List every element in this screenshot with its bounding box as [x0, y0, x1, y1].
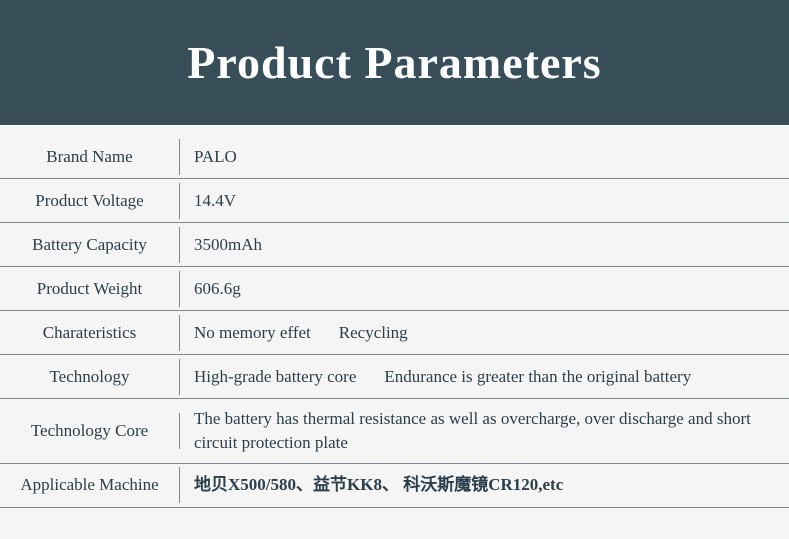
param-label: Product Voltage [0, 183, 180, 219]
param-label: Applicable Machine [0, 467, 180, 503]
param-label: Technology [0, 359, 180, 395]
param-value: 地贝X500/580、益节KK8、 科沃斯魔镜CR120,etc [180, 465, 789, 505]
table-row: Applicable Machine地贝X500/580、益节KK8、 科沃斯魔… [0, 464, 789, 508]
param-label: Brand Name [0, 139, 180, 175]
table-row: Technology High-grade battery core Enduran… [0, 355, 789, 399]
page-title: Product Parameters [187, 36, 601, 89]
table-row: Product Voltage14.4V [0, 179, 789, 223]
param-label: Technology Core [0, 413, 180, 449]
table-row: Brand NamePALO [0, 135, 789, 179]
table-row: Product Weight606.6g [0, 267, 789, 311]
param-value: The battery has thermal resistance as we… [180, 399, 789, 463]
param-value-segment: Recycling [339, 321, 408, 345]
parameters-table: Brand NamePALOProduct Voltage14.4VBatter… [0, 125, 789, 508]
param-value-segment: Endurance is greater than the original b… [384, 365, 691, 389]
param-label: Battery Capacity [0, 227, 180, 263]
param-value-segment: No memory effet [194, 321, 311, 345]
header: Product Parameters [0, 0, 789, 125]
param-value: High-grade battery core Endurance is grea… [180, 357, 789, 397]
param-label: Charateristics [0, 315, 180, 351]
param-value-segment: High-grade battery core [194, 365, 356, 389]
param-label: Product Weight [0, 271, 180, 307]
table-row: Battery Capacity3500mAh [0, 223, 789, 267]
param-value: No memory effet Recycling [180, 313, 789, 353]
table-row: Technology CoreThe battery has thermal r… [0, 399, 789, 464]
param-value-segments: No memory effet Recycling [194, 321, 775, 345]
param-value: 606.6g [180, 269, 789, 309]
param-value-segments: High-grade battery core Endurance is grea… [194, 365, 775, 389]
param-value: PALO [180, 137, 789, 177]
param-value: 14.4V [180, 181, 789, 221]
table-row: Charateristics No memory effet Recycling [0, 311, 789, 355]
param-value: 3500mAh [180, 225, 789, 265]
